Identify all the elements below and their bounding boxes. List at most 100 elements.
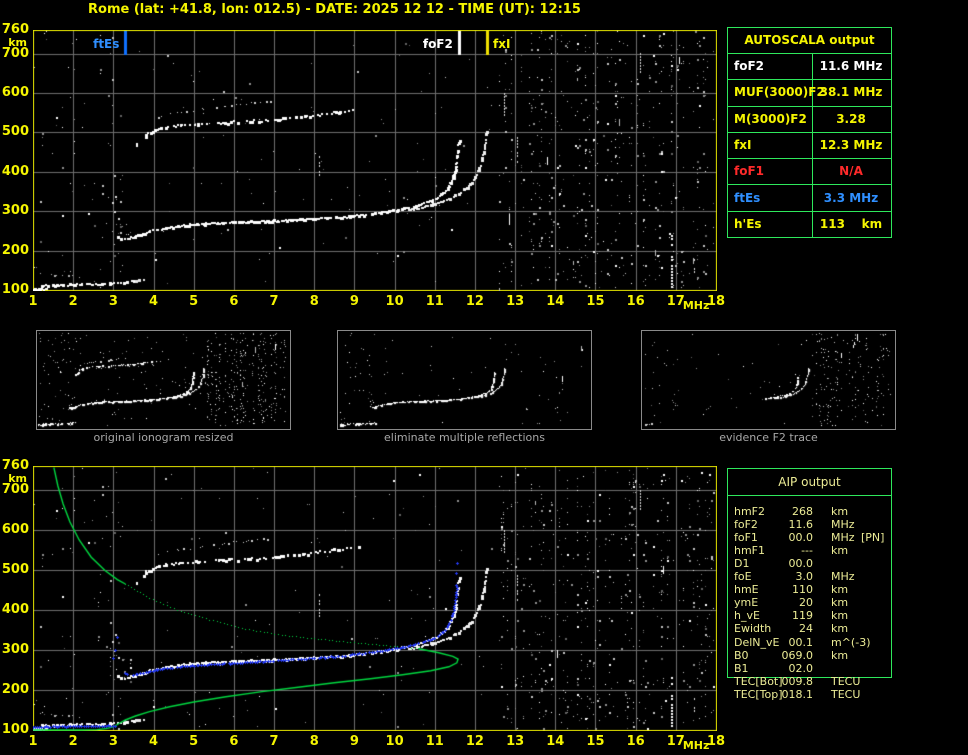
param-unit: km [831,504,849,518]
param-label: foF1 [734,530,758,544]
param-label: h'Es [734,216,762,231]
y-axis-unit: km [8,472,27,485]
y-tick-label: 760 [1,458,29,473]
param-value: 3.3 MHz [823,190,879,205]
autoscala-row-muf3000f2: MUF(3000)F2 38.1 MHz [728,79,891,107]
aip-row-b0: B0 069.0 km [728,649,891,662]
x-tick-label: 11 [425,734,444,749]
x-tick-label: 7 [269,294,279,309]
param-value: 018.1 [781,687,814,701]
aip-row-tecbot: TEC[Bot] 009.8 TECU [728,675,891,688]
param-label: TEC[Top] [734,687,783,701]
param-unit: km [831,648,849,662]
x-tick-label: 15 [586,294,605,309]
param-label: M(3000)F2 [734,111,807,126]
x-tick-label: 8 [309,734,319,749]
marker-label-fxi: fxI [492,37,511,51]
aip-row-b1: B1 02.0 [728,662,891,675]
x-tick-label: 14 [546,734,565,749]
param-label: B0 [734,648,749,662]
x-tick-label: 9 [349,734,359,749]
aip-row-d1: D1 00.0 [728,557,891,570]
param-value: 113 km [819,216,883,231]
x-tick-label: 18 [706,734,726,749]
param-value: --- [801,543,813,557]
param-value: 11.6 [788,517,814,531]
y-tick-label: 760 [1,22,29,37]
param-label: ftEs [734,190,761,205]
param-label: Ewidth [734,622,772,636]
param-label: foF2 [734,517,758,531]
autoscala-row-fof2: foF2 11.6 MHz [728,53,891,81]
param-unit: km [831,583,849,597]
thumbnail-caption-2: eliminate multiple reflections [384,431,545,444]
table-header-divider [728,495,891,496]
param-value: 3.28 [836,111,866,126]
x-tick-label: 2 [68,734,78,749]
param-label: TEC[Bot] [734,674,783,688]
x-tick-label: 10 [385,734,404,749]
param-unit: MHz [831,530,855,544]
x-tick-label: 10 [385,294,404,309]
param-label: hmE [734,583,759,597]
param-unit: km [831,543,849,557]
aip-row-hmf1: hmF1 --- km [728,544,891,557]
table-header-divider [728,53,891,54]
param-value: 009.8 [781,674,814,688]
x-tick-label: 17 [666,294,685,309]
aip-row-hme: hmE 110 km [728,583,891,596]
param-label: hmF2 [734,504,766,518]
param-label: ymE [734,596,759,610]
x-axis-unit: MHz [682,739,710,752]
y-tick-label: 100 [1,722,29,737]
thumbnail-caption-1: original ionogram resized [93,431,234,444]
y-tick-label: 300 [1,642,29,657]
param-label: foE [734,570,752,583]
param-label: hmF1 [734,543,766,557]
param-value: 119 [792,609,813,623]
y-tick-label: 500 [1,124,29,140]
x-tick-label: 15 [586,734,605,749]
marker-label-ftes: ftEs [93,37,120,51]
y-tick-label: 600 [1,85,29,101]
marker-label-fof2: foF2 [422,37,453,51]
y-tick-label: 400 [1,602,29,617]
aip-row-ewidth: Ewidth 24 km [728,622,891,635]
param-value: N/A [839,164,863,179]
param-unit: MHz [831,517,855,531]
top-ionogram-canvas [33,30,717,291]
table-column-divider [812,53,813,237]
x-tick-label: 11 [425,294,444,309]
x-tick-label: 12 [465,294,484,309]
autoscala-row-fxi: fxI 12.3 MHz [728,132,891,160]
param-unit: m^(-3) [831,635,871,649]
x-tick-label: 4 [148,734,159,749]
x-tick-label: 1 [28,294,38,309]
param-value: 11.6 MHz [819,59,883,74]
x-tick-label: 13 [506,734,525,749]
param-value: 12.3 MHz [819,137,883,152]
aip-row-foe: foE 3.0 MHz [728,570,891,583]
thumbnail-caption-3: evidence F2 trace [719,431,818,444]
x-tick-label: 13 [506,294,525,309]
thumbnail-eliminate-reflections [337,330,592,430]
param-unit: MHz [831,570,855,583]
y-tick-label: 400 [1,163,29,179]
param-flag: [PN] [861,530,885,544]
autoscala-table-title: AUTOSCALA output [744,33,875,47]
param-value: 38.1 MHz [819,85,883,100]
param-label: fxI [734,137,752,152]
autoscala-row-hes: h'Es 113 km [728,211,891,237]
param-value: 02.0 [788,661,814,675]
aip-row-yme: ymE 20 km [728,596,891,609]
y-axis-unit: km [8,36,27,49]
param-label: foF1 [734,164,765,179]
aip-row-hmf2: hmF2 268 km [728,505,891,518]
x-tick-label: 2 [68,294,78,309]
thumbnail-evidence-f2-trace [641,330,896,430]
param-label: foF2 [734,59,765,74]
aip-row-tectop: TEC[Top] 018.1 TECU [728,688,891,701]
param-value: 00.0 [788,556,814,570]
y-tick-label: 700 [1,45,29,61]
